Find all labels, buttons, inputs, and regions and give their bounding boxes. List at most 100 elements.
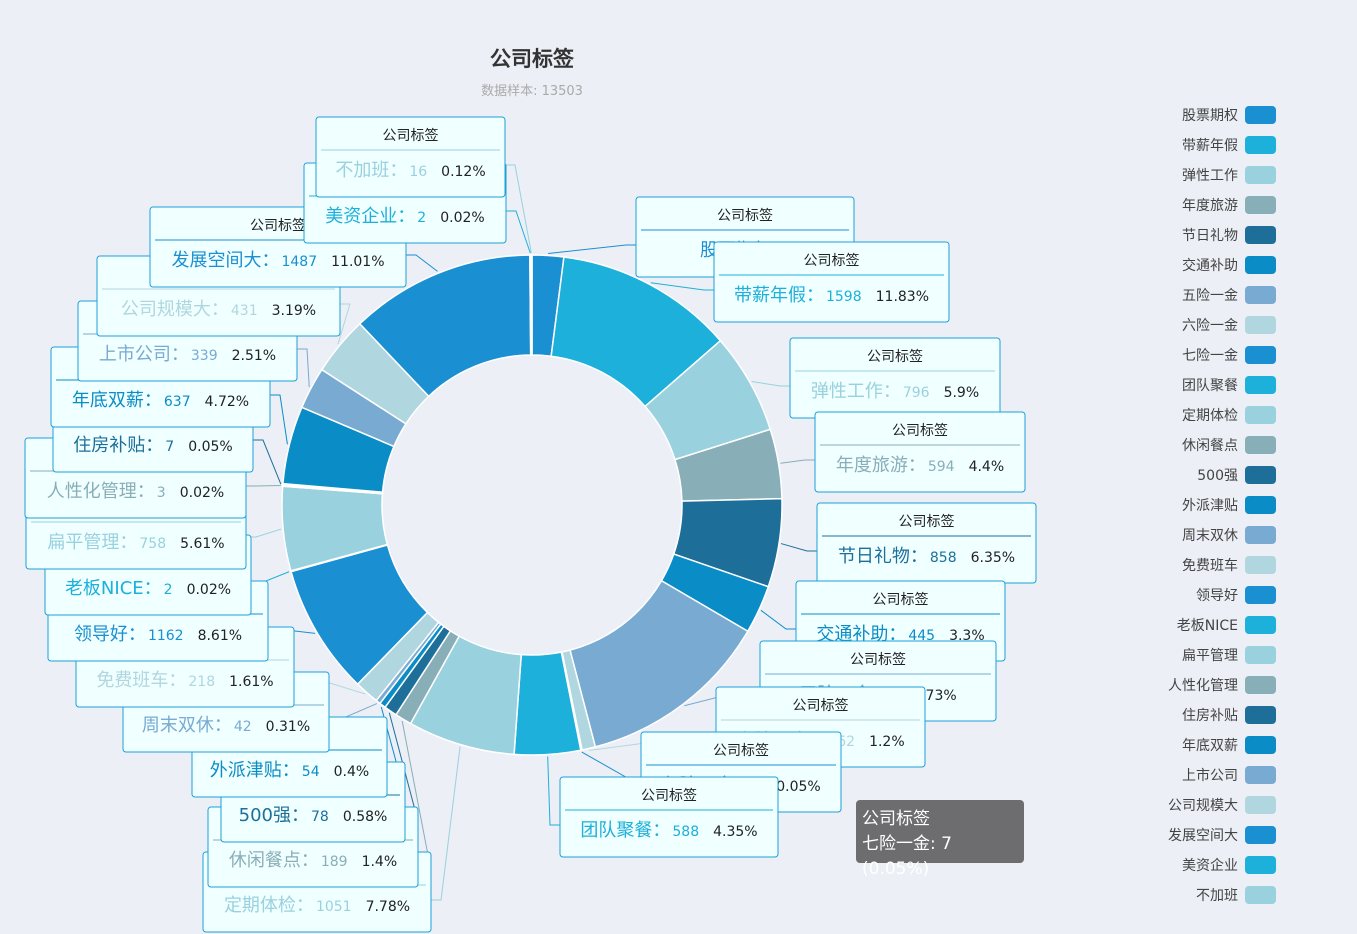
- legend-item-11[interactable]: 休闲餐点: [1182, 436, 1276, 454]
- legend-item-0[interactable]: 股票期权: [1182, 106, 1276, 124]
- legend-item-25[interactable]: 美资企业: [1182, 856, 1276, 874]
- legend-item-18[interactable]: 扁平管理: [1182, 646, 1276, 664]
- slice-label-series: 公司标签: [899, 513, 955, 530]
- slice-label-name: 外派津贴：: [210, 760, 300, 781]
- legend-item-10[interactable]: 定期体检: [1182, 406, 1276, 424]
- legend-item-5[interactable]: 交通补助: [1182, 256, 1276, 274]
- legend-item-1[interactable]: 带薪年假: [1182, 136, 1276, 154]
- slice-label-text: 扁平管理： 758 5.61%: [47, 532, 224, 553]
- legend-swatch: [1245, 766, 1276, 784]
- legend-swatch: [1245, 886, 1276, 904]
- slice-label-name: 节日礼物：: [838, 546, 928, 567]
- slice-label-value: 594: [928, 459, 955, 475]
- slice-label-series: 公司标签: [717, 207, 773, 224]
- legend-swatch: [1245, 616, 1276, 634]
- legend-item-12[interactable]: 500强: [1197, 466, 1276, 484]
- legend-item-7[interactable]: 六险一金: [1182, 316, 1276, 334]
- slice-label-box: [559, 776, 779, 858]
- slice-label-percent: 5.9%: [944, 385, 980, 401]
- legend-item-22[interactable]: 上市公司: [1182, 766, 1276, 784]
- legend-item-23[interactable]: 公司规模大: [1168, 796, 1276, 814]
- slice-label-series: 公司标签: [867, 348, 923, 365]
- slice-label-text: 上市公司： 339 2.51%: [99, 344, 276, 365]
- slice-label-value: 218: [188, 674, 215, 690]
- legend-item-9[interactable]: 团队聚餐: [1182, 376, 1276, 394]
- legend-swatch: [1245, 376, 1276, 394]
- slice-label-value: 796: [903, 385, 930, 401]
- legend-swatch: [1245, 826, 1276, 844]
- slice-label-text: 周末双休： 42 0.31%: [142, 715, 310, 736]
- legend-label: 人性化管理: [1168, 678, 1238, 694]
- legend-item-26[interactable]: 不加班: [1196, 886, 1276, 904]
- slice-label-percent: 8.61%: [198, 628, 242, 644]
- slice-label-percent: 6.35%: [971, 550, 1015, 566]
- leader-line-3: [780, 459, 815, 464]
- slice-label-text: 弹性工作： 796 5.9%: [811, 381, 979, 402]
- legend-item-24[interactable]: 发展空间大: [1168, 826, 1276, 844]
- legend-item-4[interactable]: 节日礼物: [1182, 226, 1276, 244]
- legend-item-19[interactable]: 人性化管理: [1168, 676, 1276, 694]
- slice-label-value: 1487: [281, 254, 317, 270]
- slice-label-name: 周末双休：: [142, 715, 232, 736]
- legend-item-8[interactable]: 七险一金: [1182, 346, 1276, 364]
- leader-line-19: [246, 484, 281, 487]
- leader-line-2: [751, 380, 790, 387]
- slice-label-text: 带薪年假： 1598 11.83%: [734, 285, 929, 306]
- slice-label-value: 2: [417, 210, 426, 226]
- slice-label-percent: 11.83%: [876, 289, 929, 305]
- slice-label-text: 住房补贴： 7 0.05%: [73, 435, 232, 456]
- legend-item-15[interactable]: 免费班车: [1182, 556, 1276, 574]
- leader-line-8: [581, 751, 641, 781]
- slice-label-text: 定期体检： 1051 7.78%: [224, 895, 410, 916]
- slice-label-percent: 0.4%: [334, 764, 370, 780]
- legend-label: 定期体检: [1182, 408, 1238, 424]
- tooltip: 公司标签 七险一金: 7 (0.05%): [856, 800, 1024, 879]
- legend-label: 带薪年假: [1182, 138, 1238, 154]
- slice-label-series: 公司标签: [641, 787, 697, 804]
- chart-title: 公司标签: [490, 47, 575, 71]
- slice-label-name: 团队聚餐：: [580, 820, 670, 841]
- leader-line-20: [253, 439, 282, 485]
- slice-label-percent: 0.02%: [187, 582, 231, 598]
- slice-label-series: 公司标签: [873, 591, 929, 608]
- legend-label: 年底双薪: [1182, 738, 1238, 754]
- legend-item-17[interactable]: 老板NICE: [1177, 616, 1276, 634]
- legend-item-2[interactable]: 弹性工作: [1182, 166, 1276, 184]
- legend-item-16[interactable]: 领导好: [1196, 586, 1276, 604]
- legend-label: 不加班: [1196, 888, 1238, 904]
- slice-label-percent: 0.05%: [776, 779, 820, 795]
- legend-swatch: [1245, 226, 1276, 244]
- leader-line-0: [548, 244, 636, 255]
- legend-item-20[interactable]: 住房补贴: [1182, 706, 1276, 724]
- slice-label-text: 免费班车： 218 1.61%: [96, 670, 273, 691]
- slice-label-value: 758: [139, 536, 166, 552]
- slice-label-name: 交通补助：: [816, 624, 906, 645]
- legend-label: 七险一金: [1182, 348, 1238, 364]
- legend-label: 外派津贴: [1182, 498, 1238, 514]
- legend-label: 周末双休: [1182, 528, 1238, 544]
- legend-swatch: [1245, 736, 1276, 754]
- legend-item-3[interactable]: 年度旅游: [1182, 196, 1276, 214]
- legend-item-21[interactable]: 年底双薪: [1182, 736, 1276, 754]
- slice-label-value: 189: [321, 854, 348, 870]
- legend-swatch: [1245, 256, 1276, 274]
- legend-item-6[interactable]: 五险一金: [1182, 286, 1276, 304]
- slice-26[interactable]: [529, 254, 533, 356]
- slice-label-percent: 7.78%: [366, 899, 410, 915]
- leader-line-5: [760, 609, 796, 630]
- legend-label: 500强: [1197, 468, 1238, 484]
- slice-label-name: 带薪年假：: [734, 285, 824, 306]
- slice-label-percent: 4.72%: [205, 394, 249, 410]
- slices: [281, 254, 783, 756]
- legend-item-13[interactable]: 外派津贴: [1182, 496, 1276, 514]
- legend-item-14[interactable]: 周末双休: [1182, 526, 1276, 544]
- slice-label-text: 年底双薪： 637 4.72%: [72, 390, 249, 411]
- slice-label-text: 不加班： 16 0.12%: [335, 160, 485, 181]
- slice-label-value: 78: [311, 809, 329, 825]
- slice-label-name: 上市公司：: [99, 344, 189, 365]
- legend-label: 公司规模大: [1168, 798, 1238, 814]
- slice-label-percent: 0.58%: [343, 809, 387, 825]
